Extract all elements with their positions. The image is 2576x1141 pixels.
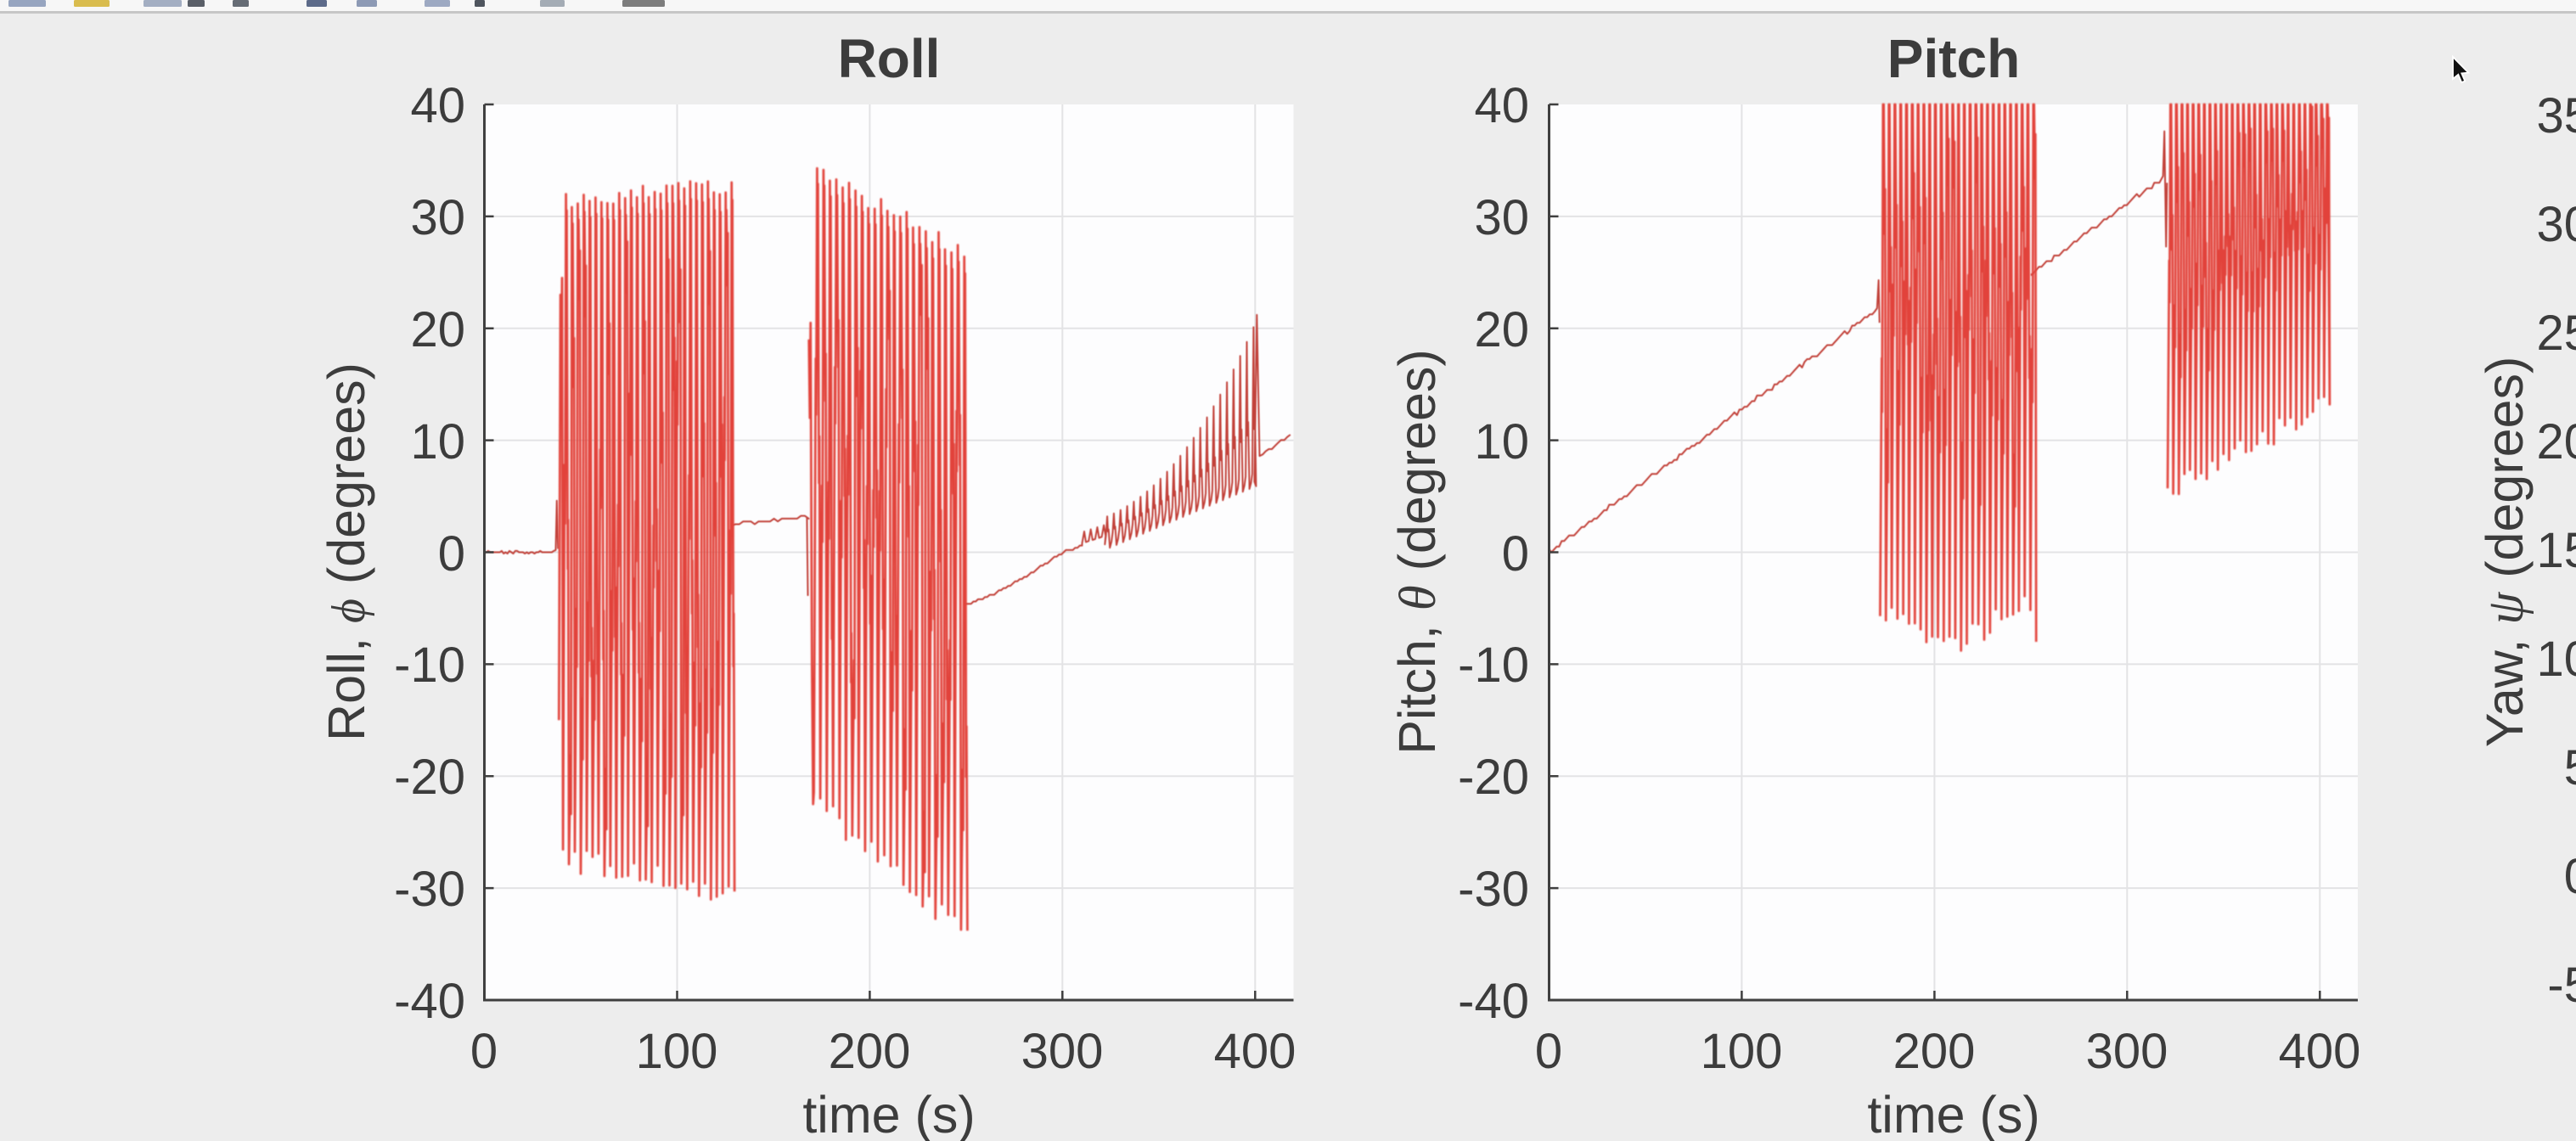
svg-text:5: 5 [2564, 740, 2576, 795]
svg-text:20: 20 [1474, 302, 1529, 357]
svg-text:40: 40 [410, 78, 465, 133]
svg-text:-20: -20 [394, 750, 465, 805]
svg-text:100: 100 [636, 1024, 718, 1079]
svg-text:10: 10 [410, 414, 465, 469]
svg-text:-10: -10 [1458, 638, 1529, 693]
svg-text:-10: -10 [394, 638, 465, 693]
svg-text:-30: -30 [1458, 862, 1529, 917]
svg-text:-40: -40 [1458, 974, 1529, 1029]
svg-text:20: 20 [2536, 414, 2576, 469]
svg-text:Pitch, θ (degrees): Pitch, θ (degrees) [1388, 349, 1447, 755]
svg-text:0: 0 [2564, 849, 2576, 904]
svg-text:200: 200 [829, 1024, 911, 1079]
svg-text:Yaw, ψ (degrees): Yaw, ψ (degrees) [2476, 357, 2534, 748]
svg-text:400: 400 [2279, 1024, 2361, 1079]
svg-text:-5: -5 [2547, 958, 2576, 1013]
svg-text:-20: -20 [1458, 750, 1529, 805]
svg-text:0: 0 [1502, 526, 1529, 582]
svg-text:-40: -40 [394, 974, 465, 1029]
svg-text:-30: -30 [394, 862, 465, 917]
svg-text:25: 25 [2536, 306, 2576, 361]
svg-text:100: 100 [1701, 1024, 1783, 1079]
svg-text:Roll: Roll [838, 28, 941, 89]
svg-text:30: 30 [2536, 197, 2576, 252]
svg-text:300: 300 [2086, 1024, 2168, 1079]
svg-text:Pitch: Pitch [1887, 28, 2020, 89]
svg-text:400: 400 [1214, 1024, 1296, 1079]
svg-text:15: 15 [2536, 523, 2576, 578]
svg-text:time (s): time (s) [1867, 1086, 2039, 1141]
svg-text:10: 10 [1474, 414, 1529, 469]
svg-text:10: 10 [2536, 632, 2576, 687]
svg-text:40: 40 [1474, 78, 1529, 133]
svg-text:20: 20 [410, 302, 465, 357]
svg-text:30: 30 [1474, 190, 1529, 245]
svg-text:0: 0 [438, 526, 465, 582]
svg-text:300: 300 [1021, 1024, 1104, 1079]
svg-text:Roll, ϕ (degrees): Roll, ϕ (degrees) [318, 363, 375, 741]
svg-text:0: 0 [470, 1024, 498, 1079]
svg-text:time (s): time (s) [802, 1086, 975, 1141]
svg-text:30: 30 [410, 190, 465, 245]
svg-text:0: 0 [1535, 1024, 1562, 1079]
svg-text:200: 200 [1893, 1024, 1976, 1079]
svg-text:35: 35 [2536, 88, 2576, 143]
